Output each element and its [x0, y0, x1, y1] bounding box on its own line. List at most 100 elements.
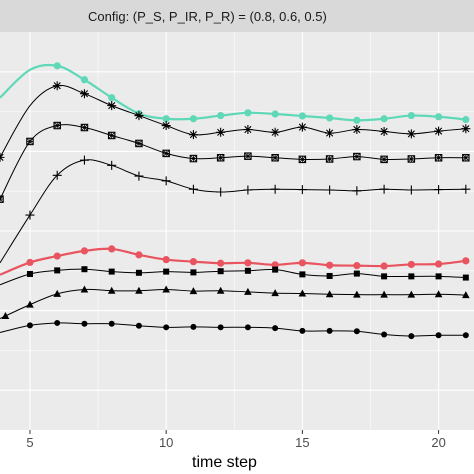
data-point [407, 290, 416, 298]
data-point [272, 325, 279, 332]
data-point [380, 115, 388, 123]
data-point [0, 195, 4, 203]
data-point [244, 324, 251, 331]
data-point [298, 259, 306, 267]
data-point [53, 62, 61, 70]
data-point [353, 262, 361, 270]
data-point [189, 154, 198, 163]
data-point [79, 89, 89, 99]
data-point [135, 286, 143, 294]
data-point [434, 154, 443, 162]
data-point [108, 94, 116, 102]
data-point [353, 116, 361, 124]
strip-background [0, 0, 474, 32]
data-point [461, 124, 471, 134]
data-point [353, 152, 361, 161]
data-point [244, 152, 252, 160]
data-point [1, 312, 10, 320]
data-point [162, 256, 170, 264]
data-point [163, 268, 170, 275]
data-point [462, 332, 469, 339]
data-point [299, 327, 306, 334]
data-point [434, 126, 444, 136]
data-point [80, 247, 89, 255]
data-point [53, 289, 62, 297]
x-tick-label: 20 [431, 435, 445, 450]
data-point [381, 331, 388, 338]
data-point [80, 123, 89, 132]
x-axis-title: time step [192, 454, 257, 471]
data-point [298, 289, 307, 297]
data-point [408, 273, 415, 280]
data-point [325, 155, 334, 163]
x-axis-ticks: 5 10 15 20 [26, 430, 446, 450]
data-point [108, 268, 115, 275]
data-point [135, 269, 142, 276]
data-point [435, 273, 442, 280]
data-point [379, 184, 389, 194]
data-point [380, 290, 388, 298]
data-point [462, 154, 470, 162]
data-point [271, 110, 279, 118]
data-point [79, 155, 89, 165]
series-4 [0, 155, 471, 264]
data-point [380, 155, 388, 164]
data-point [244, 267, 251, 274]
data-point [381, 273, 388, 280]
data-point [81, 320, 88, 327]
data-point [216, 286, 225, 294]
data-point [325, 128, 335, 138]
data-point [108, 320, 115, 327]
data-point [462, 274, 469, 281]
data-point [189, 115, 198, 123]
data-point [297, 185, 307, 195]
data-point [244, 109, 252, 117]
x-tick-label: 10 [159, 435, 173, 450]
data-point [407, 155, 416, 163]
data-point [188, 130, 198, 140]
data-point [53, 121, 61, 130]
data-point [270, 184, 280, 194]
data-point [379, 127, 389, 136]
data-point [217, 268, 224, 275]
data-point [325, 185, 335, 195]
data-point [244, 259, 252, 267]
data-point [462, 257, 470, 265]
series-3 [0, 121, 470, 203]
data-point [380, 262, 388, 270]
data-point [161, 121, 171, 131]
data-point [352, 125, 362, 135]
facet-label: Config: (P_S, P_IR, P_R) = (0.8, 0.6, 0.… [88, 9, 327, 24]
data-point [407, 111, 415, 120]
x-tick-label: 5 [26, 435, 33, 450]
gridlines [0, 32, 474, 430]
data-point [190, 323, 197, 330]
data-point [297, 122, 307, 132]
data-point [107, 286, 116, 294]
data-point [271, 289, 279, 297]
data-point [298, 112, 306, 120]
series-line [0, 288, 466, 320]
data-point [25, 210, 35, 220]
data-point [272, 266, 279, 273]
data-point [107, 101, 117, 111]
series-1 [0, 62, 470, 124]
data-point [406, 129, 416, 139]
data-point [190, 269, 197, 276]
data-point [326, 261, 334, 269]
data-point [80, 76, 89, 84]
data-point [135, 139, 143, 148]
data-point [462, 291, 470, 299]
data-point [26, 270, 33, 277]
data-point [135, 322, 142, 329]
data-point [299, 271, 306, 278]
series-8 [0, 319, 469, 340]
data-point [162, 285, 170, 293]
data-point [243, 125, 253, 135]
x-tick-label: 15 [295, 435, 309, 450]
series-6 [0, 266, 469, 286]
data-point [54, 319, 61, 326]
data-point [162, 149, 170, 158]
series-7 [0, 285, 470, 320]
data-point [189, 258, 198, 266]
